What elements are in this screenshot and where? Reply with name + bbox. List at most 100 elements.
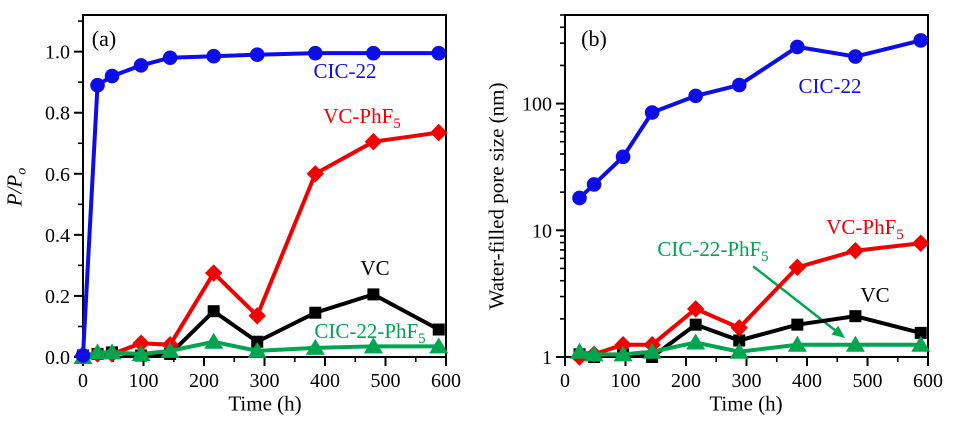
marker-square-vc [791,318,804,331]
marker-triangle-cic-22-phf5 [642,342,662,359]
series-label-text: CIC-22 [798,73,862,98]
x-tick-label: 300 [732,370,762,392]
series-label-text: CIC-22-PhF [657,236,762,261]
series-label-text: VC [360,255,390,280]
y-tick-label: 0.8 [45,103,70,125]
marker-triangle-cic-22-phf5 [845,335,865,352]
x-tick-label: 500 [853,370,883,392]
y-label-text: P/P [2,174,27,207]
marker-diamond-vc-phf5 [614,336,632,354]
panel-a-y-axis-label: P/Po [2,167,30,207]
marker-triangle-cic-22-phf5 [787,335,807,352]
x-tick-label: 600 [913,370,943,392]
series-label-sub: 5 [418,331,426,348]
panel-b-y-axis-label: Water-filled pore size (nm) [484,82,509,310]
marker-triangle-cic-22-phf5 [305,338,325,355]
y-tick-label: 1 [542,347,552,369]
series-label-text: CIC-22-PhF [314,318,419,343]
series-label-sub: 5 [393,116,401,133]
series-label-vcphf5-a: VC-PhF5 [323,103,401,133]
marker-triangle-cic-22-phf5 [247,341,267,358]
x-tick-label: 0 [78,370,88,392]
panel-a-x-axis-label: Time (h) [228,391,302,416]
x-tick-label: 500 [371,370,401,392]
marker-triangle-cic-22-phf5 [131,344,151,361]
marker-triangle-cic-22-phf5 [613,345,633,362]
x-tick-label: 100 [611,370,641,392]
marker-square-vc [733,334,746,347]
annotation-arrow-head [831,325,846,339]
y-tick-label: 1.0 [45,42,70,64]
marker-circle-cic-22 [731,77,747,93]
marker-triangle-cic-22-phf5 [160,341,180,358]
marker-square-vc [207,305,220,318]
marker-square-vc [914,326,927,339]
marker-triangle-cic-22-phf5 [911,335,931,352]
marker-diamond-vc-phf5 [306,165,325,183]
panel-b-tag: (b) [581,26,607,51]
series-label-text: VC [860,282,890,307]
y-label-subscript: o [14,167,30,175]
marker-diamond-vc-phf5 [846,242,865,260]
marker-diamond-vc-phf5 [132,334,150,352]
marker-circle-cic-22 [615,149,631,165]
marker-diamond-vc-phf5 [686,300,705,318]
panel-b-x-axis-label: Time (h) [709,391,783,416]
panel-a: 0 100 200 300 400 500 600 0.0 0.2 0.4 0.6 0.8 1.0 [45,14,461,392]
x-tick-label: 300 [250,370,280,392]
x-tick-label: 400 [310,370,340,392]
series-label-cic22phf5-a: CIC-22-PhF5 [314,318,426,348]
series-line-cic-22-a [81,51,439,356]
marker-circle-cic-22 [431,45,447,61]
marker-square-vc [251,335,264,348]
marker-square-vc [849,310,862,323]
marker-circle-cic-22 [75,348,91,363]
marker-circle-cic-22 [308,45,323,61]
marker-circle-cic-22 [586,177,602,192]
series-label-text: VC-PhF [826,214,897,239]
marker-circle-cic-22 [90,77,105,93]
marker-square-vc [432,323,445,336]
marker-circle-cic-22 [572,190,587,206]
y-tick-label: 100 [522,94,552,116]
y-tick-label: 10 [532,220,552,242]
series-label-vc-b: VC [860,282,890,311]
series-line-cic-22-phf5-a [82,339,439,359]
x-tick-label: 200 [671,370,701,392]
y-tick-label: 0.4 [45,225,70,247]
marker-triangle-cic-22-phf5 [88,343,108,360]
marker-square-vc [309,306,322,319]
x-tick-label: 400 [792,370,822,392]
marker-circle-cic-22 [206,48,221,64]
y-tick-label: 0.6 [45,164,70,186]
marker-triangle-cic-22-phf5 [429,337,449,354]
series-label-cic22-a: CIC-22 [313,58,377,87]
marker-triangle-cic-22-phf5 [102,343,122,360]
panel-b: 0 100 200 300 400 500 600 1 10 100 [522,14,943,392]
series-line-cic-22-b [578,38,922,200]
marker-circle-cic-22 [366,45,381,61]
marker-diamond-vc-phf5 [912,234,930,252]
marker-circle-cic-22 [249,47,265,62]
marker-triangle-cic-22-phf5 [729,342,749,359]
marker-diamond-vc-phf5 [788,258,807,277]
series-label-sub: 5 [761,249,769,266]
marker-circle-cic-22 [848,49,863,64]
x-tick-label: 0 [560,370,570,392]
marker-circle-cic-22 [644,105,660,120]
series-label-sub: 5 [896,227,904,244]
marker-square-vc [689,318,702,331]
x-tick-label: 200 [189,370,219,392]
annotation-arrow-line [752,265,843,337]
marker-triangle-cic-22-phf5 [363,337,383,354]
panel-a-tag: (a) [91,26,117,51]
marker-circle-cic-22 [133,58,149,73]
marker-diamond-vc-phf5 [730,319,748,337]
x-tick-label: 600 [431,370,461,392]
series-label-text: CIC-22 [313,58,377,83]
marker-diamond-vc-phf5 [248,307,266,325]
series-label-text: VC-PhF [323,103,394,128]
series-label-vc-a: VC [360,255,390,284]
marker-circle-cic-22 [790,39,805,55]
